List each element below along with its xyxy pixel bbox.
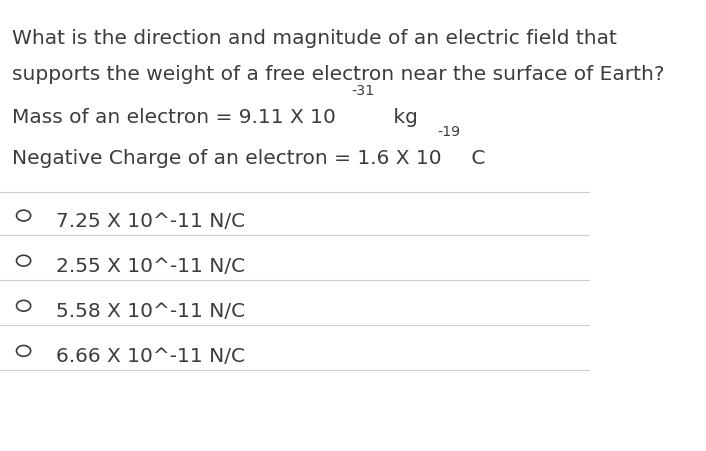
Text: 2.55 X 10^-11 N/C: 2.55 X 10^-11 N/C (56, 257, 245, 276)
Text: -19: -19 (437, 125, 460, 139)
Text: What is the direction and magnitude of an electric field that: What is the direction and magnitude of a… (12, 29, 616, 48)
Text: supports the weight of a free electron near the surface of Earth?: supports the weight of a free electron n… (12, 65, 664, 84)
Text: C: C (465, 149, 486, 168)
Text: kg: kg (388, 108, 419, 127)
Text: 5.58 X 10^-11 N/C: 5.58 X 10^-11 N/C (56, 302, 245, 321)
Text: Mass of an electron = 9.11 X 10: Mass of an electron = 9.11 X 10 (12, 108, 335, 127)
Text: 7.25 X 10^-11 N/C: 7.25 X 10^-11 N/C (56, 212, 245, 231)
Text: Negative Charge of an electron = 1.6 X 10: Negative Charge of an electron = 1.6 X 1… (12, 149, 441, 168)
Text: 6.66 X 10^-11 N/C: 6.66 X 10^-11 N/C (56, 347, 245, 366)
Text: -31: -31 (351, 84, 374, 98)
